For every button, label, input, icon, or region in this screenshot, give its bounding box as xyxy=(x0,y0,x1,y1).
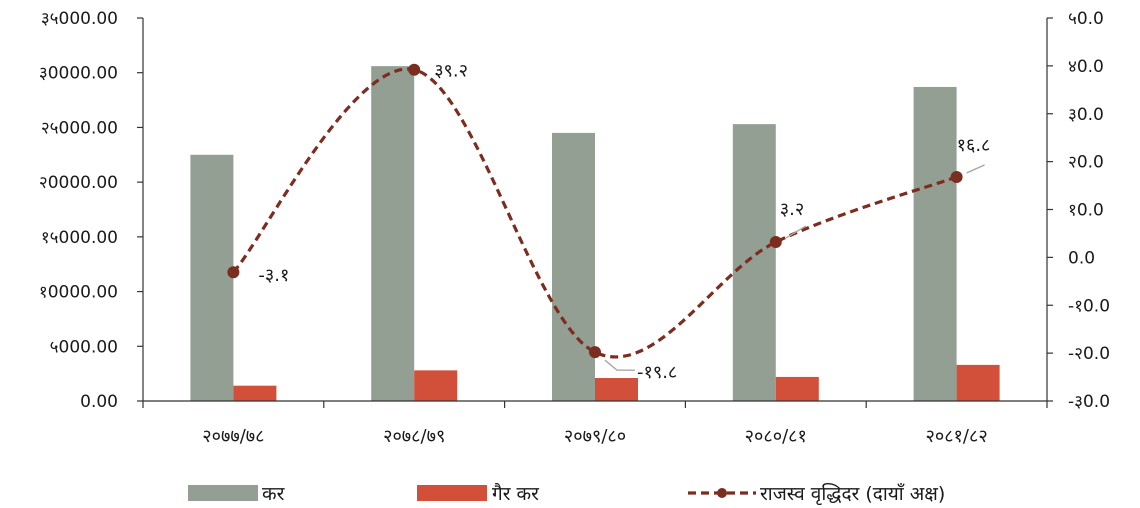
x-tick-label-1: २०७८/७९ xyxy=(383,426,445,447)
legend-label-growth: राजस्व वृद्धिदर (दायाँ अक्ष) xyxy=(760,482,945,506)
growth-label-0: -३.१ xyxy=(258,265,289,286)
left-tick-label-3: १५000.00 xyxy=(41,228,118,248)
bar-tax-2 xyxy=(552,132,595,401)
legend-label-tax: कर xyxy=(262,483,286,505)
x-axis: २०७७/७८ २०७८/७९ २०७९/८० २०८०/८१ २०८१/८२ xyxy=(142,400,1048,447)
right-tick-label-5: २0.0 xyxy=(1068,153,1104,173)
bar-nontax-0 xyxy=(233,385,277,401)
growth-label-3: ३.२ xyxy=(780,199,804,220)
right-tick-label-7: ४0.0 xyxy=(1068,57,1104,77)
left-tick-label-1: ५000.00 xyxy=(50,337,118,357)
left-tick-label-7: ३५000.00 xyxy=(41,9,118,29)
left-tick-label-6: ३0000.00 xyxy=(39,64,118,84)
bar-tax-0 xyxy=(190,154,234,401)
leader-line-4 xyxy=(966,164,985,174)
growth-line: -३.१ ३९.२ -१९.८ ३.२ १६.८ xyxy=(227,61,990,383)
growth-point-4 xyxy=(950,170,963,183)
right-tick-label-6: ३0.0 xyxy=(1068,105,1104,125)
growth-point-0 xyxy=(227,266,240,279)
x-tick-label-3: २०८०/८१ xyxy=(745,426,807,447)
growth-point-3 xyxy=(769,236,782,249)
right-tick-label-3: 0.0 xyxy=(1068,248,1095,268)
x-tick-label-4: २०८१/८२ xyxy=(925,426,987,447)
bar-nontax-2 xyxy=(595,378,638,401)
x-tick-label-0: २०७७/७८ xyxy=(202,426,264,447)
bar-tax-1 xyxy=(371,66,415,402)
left-tick-label-0: 0.00 xyxy=(80,392,118,412)
right-tick-label-4: १0.0 xyxy=(1068,201,1104,221)
bars-tax xyxy=(190,66,957,402)
growth-point-2 xyxy=(589,346,601,359)
leader-line-3 xyxy=(785,225,807,239)
legend-swatch-nontax xyxy=(417,485,487,501)
legend-label-nontax: गैर कर xyxy=(492,482,540,505)
left-tick-label-4: २0000.00 xyxy=(39,173,118,193)
legend-swatch-tax xyxy=(188,485,258,501)
growth-label-2: -१९.८ xyxy=(637,362,677,383)
left-axis: 0.00 ५000.00 १0000.00 १५000.00 २0000.00 २५000… xyxy=(39,9,144,412)
bar-tax-4 xyxy=(913,86,957,401)
bar-nontax-3 xyxy=(775,376,819,401)
right-tick-label-2: -१0.0 xyxy=(1068,296,1110,316)
leader-line-2 xyxy=(604,359,635,371)
left-tick-label-2: १0000.00 xyxy=(39,283,118,303)
growth-label-4: १६.८ xyxy=(957,135,991,156)
right-tick-label-0: -३0.0 xyxy=(1068,392,1110,412)
legend-marker-growth xyxy=(717,488,727,498)
bar-nontax-4 xyxy=(956,364,1000,401)
bar-tax-3 xyxy=(732,124,776,401)
right-axis: -३0.0 -२0.0 -१0.0 0.0 १0.0 २0.0 ३0.0 ४0.0 ५0.0 xyxy=(1046,9,1110,412)
right-tick-label-1: -२0.0 xyxy=(1068,344,1110,364)
x-tick-label-2: २०७९/८० xyxy=(564,426,626,447)
bar-nontax-1 xyxy=(414,370,458,401)
legend: कर गैर कर राजस्व वृद्धिदर (दायाँ अक्ष) xyxy=(188,482,945,506)
growth-point-1 xyxy=(408,63,421,76)
growth-label-1: ३९.२ xyxy=(434,61,468,82)
growth-line-path xyxy=(232,67,958,359)
bars-nontax xyxy=(233,364,1000,401)
left-tick-label-5: २५000.00 xyxy=(41,118,118,138)
right-tick-label-8: ५0.0 xyxy=(1068,9,1104,29)
